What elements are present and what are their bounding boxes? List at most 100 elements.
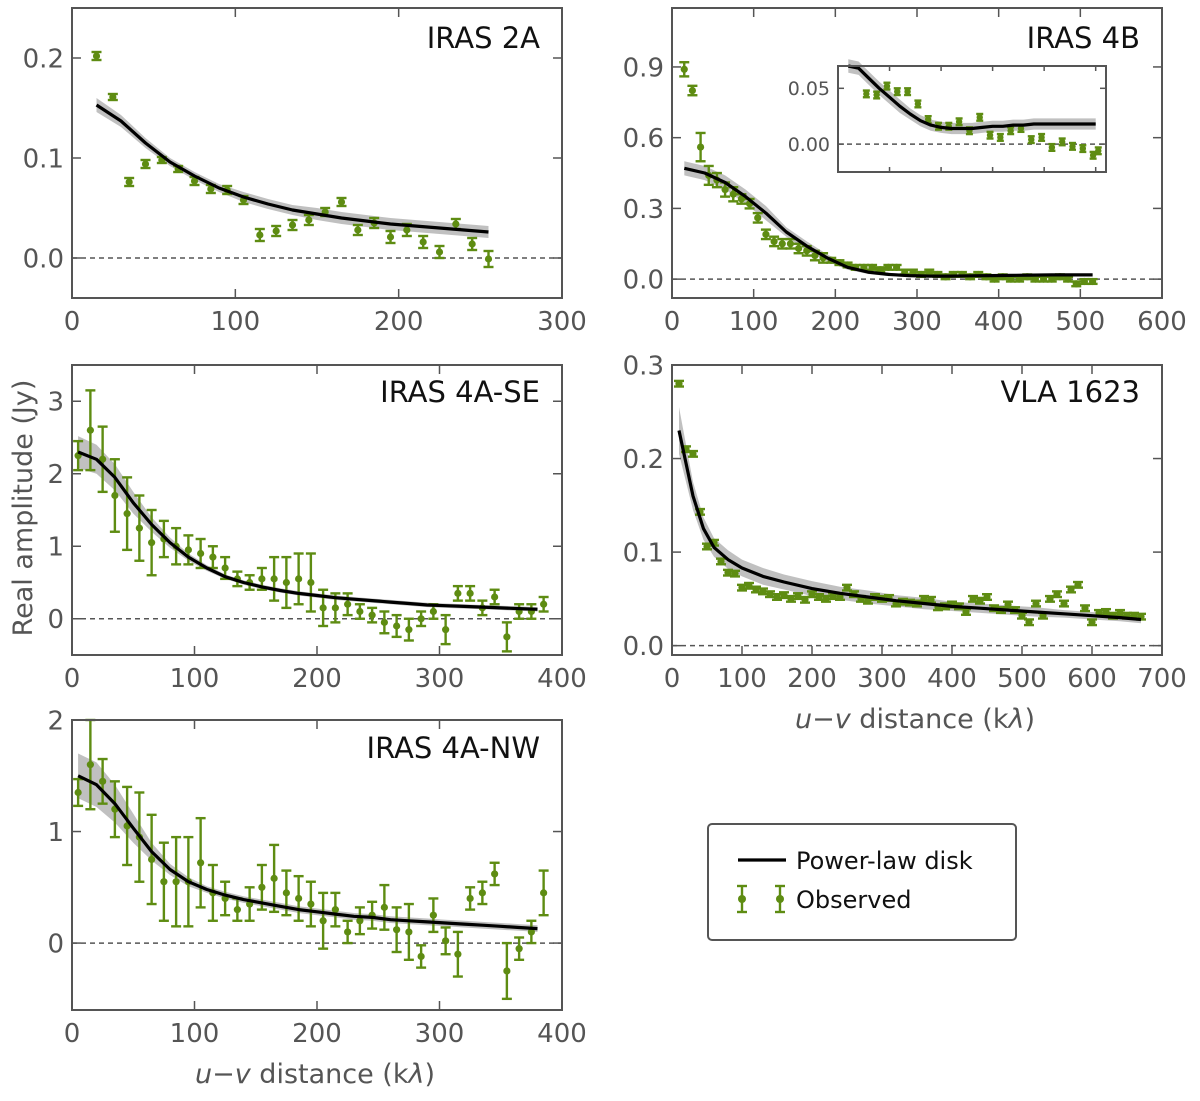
data-marker (766, 590, 774, 598)
data-marker (393, 926, 401, 934)
data-marker (786, 240, 795, 248)
observed-point (982, 592, 992, 602)
data-marker (148, 539, 156, 547)
observed-point (379, 610, 390, 635)
observed-point (207, 545, 218, 570)
data-marker (386, 233, 395, 241)
y-tick-label: 0.6 (623, 124, 664, 154)
observed-point (403, 617, 414, 642)
data-marker (1007, 275, 1015, 283)
observed-point (440, 613, 451, 646)
data-marker (1102, 608, 1110, 616)
observed-point (1007, 126, 1015, 136)
observed-point (688, 449, 698, 458)
observed-point (434, 244, 445, 260)
data-marker (969, 595, 977, 603)
data-marker (307, 900, 315, 908)
data-marker (148, 855, 156, 864)
data-marker (454, 589, 462, 597)
x-tick-label: 400 (974, 307, 1024, 337)
y-tick-label: 0.3 (623, 195, 664, 225)
panel-title: IRAS 4A-NW (367, 731, 540, 765)
data-marker (331, 906, 339, 914)
x-axis-label-var: u−v (195, 1059, 252, 1090)
data-marker (1058, 138, 1066, 146)
observed-point (379, 883, 390, 931)
observed-point (293, 552, 304, 606)
data-marker (468, 240, 476, 248)
data-marker (696, 143, 705, 151)
observed-point (883, 81, 891, 91)
data-marker (454, 950, 462, 958)
data-marker (745, 582, 753, 590)
data-marker (209, 553, 217, 561)
observed-point (1087, 277, 1098, 286)
panel-iras-4b-inset: 0.00 0.05 (788, 59, 1107, 173)
data-marker (1039, 275, 1048, 283)
data-marker (1032, 599, 1040, 608)
x-tick-label: 600 (1137, 307, 1187, 337)
data-marker (337, 198, 346, 206)
legend-observed-label: Observed (796, 886, 911, 914)
data-marker (731, 570, 739, 578)
plot-frame (71, 7, 563, 299)
observed-point (769, 235, 780, 248)
observed-point (97, 757, 108, 805)
observed-point (1052, 590, 1062, 599)
data-marker (429, 911, 437, 919)
panel-title: VLA 1623 (1000, 375, 1140, 409)
panel-title: IRAS 4A-SE (380, 375, 540, 409)
data-marker (1081, 604, 1089, 612)
data-marker (1080, 277, 1089, 286)
observed-point (1017, 611, 1027, 620)
data-marker (759, 587, 767, 595)
x-tick-label: 100 (729, 307, 779, 337)
data-marker (270, 575, 278, 583)
data-marker (924, 116, 932, 123)
data-marker (258, 575, 266, 583)
observed-point (1101, 607, 1111, 616)
data-marker (997, 134, 1004, 141)
data-marker (925, 268, 933, 276)
data-marker (976, 114, 983, 121)
x-axis-label-right: u−v distance (kλ) (795, 704, 1035, 735)
x-tick-label: 400 (537, 664, 587, 694)
data-marker (762, 230, 770, 238)
observed-point (1115, 608, 1125, 617)
model-curve (683, 166, 1093, 278)
observed-point (1071, 280, 1082, 288)
model-curve (77, 450, 538, 611)
observed-point (1046, 275, 1057, 283)
x-tick-label: 700 (1137, 664, 1187, 694)
observed-point (807, 590, 817, 599)
observed-point (305, 552, 316, 613)
data-marker (876, 266, 884, 274)
data-marker (1088, 618, 1096, 626)
data-marker (863, 90, 870, 98)
panel-title: IRAS 2A (427, 21, 540, 55)
observed-point (391, 906, 402, 954)
x-tick-label: 200 (292, 1019, 342, 1049)
observed-point (785, 237, 796, 250)
observed-point (367, 606, 378, 624)
panel-iras-4b: 0.0 0.3 0.6 0.9 0 100 200 300 400 500 600 IRAS 4B (623, 7, 1187, 337)
observed-point (336, 196, 347, 208)
observed-point (477, 880, 488, 906)
data-marker (86, 761, 94, 769)
observed-point (716, 557, 726, 566)
y-tick-label: 0 (47, 605, 64, 635)
observed-point (489, 588, 500, 606)
observed-point (867, 263, 878, 271)
legend-box (707, 823, 1017, 941)
y-tick-label: 0.2 (23, 44, 64, 74)
data-marker (1074, 581, 1082, 589)
data-marker (955, 118, 963, 125)
data-marker (1072, 280, 1080, 288)
observed-point (465, 886, 476, 911)
observed-point (452, 930, 463, 978)
x-tick-label: 200 (292, 664, 342, 694)
x-tick-label: 500 (997, 664, 1047, 694)
panel-vla-1623: 0.0 0.1 0.2 0.3 0 100 200 300 400 500 600 700 VLA 16… (623, 351, 1187, 694)
data-marker (258, 883, 266, 891)
x-tick-label: 200 (374, 307, 424, 337)
